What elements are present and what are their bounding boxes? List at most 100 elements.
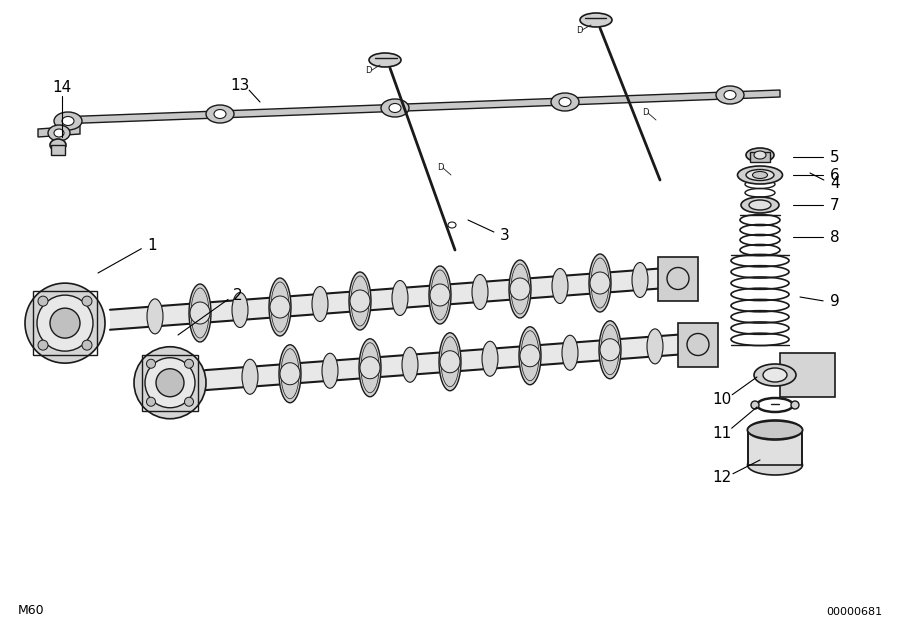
Ellipse shape [551, 93, 579, 111]
Ellipse shape [590, 272, 610, 294]
Text: 6: 6 [830, 168, 840, 182]
Ellipse shape [746, 148, 774, 162]
Text: D: D [437, 163, 444, 172]
Ellipse shape [62, 116, 74, 126]
Ellipse shape [580, 13, 612, 27]
Ellipse shape [214, 109, 226, 119]
Text: 13: 13 [230, 77, 249, 93]
Text: D: D [576, 26, 582, 35]
Ellipse shape [232, 293, 248, 328]
Ellipse shape [749, 200, 771, 210]
Text: 4: 4 [830, 175, 840, 190]
Ellipse shape [402, 347, 418, 382]
Ellipse shape [748, 421, 803, 439]
Ellipse shape [737, 166, 782, 184]
Ellipse shape [54, 129, 64, 137]
Circle shape [184, 398, 194, 406]
Ellipse shape [145, 358, 195, 408]
Ellipse shape [559, 98, 571, 107]
Bar [771, 403, 779, 407]
Text: 8: 8 [830, 229, 840, 244]
Ellipse shape [369, 53, 401, 67]
Polygon shape [38, 126, 80, 137]
Ellipse shape [763, 368, 787, 382]
Ellipse shape [632, 262, 648, 298]
Polygon shape [205, 333, 700, 390]
Text: 12: 12 [713, 469, 732, 485]
Ellipse shape [687, 333, 709, 356]
Text: D: D [642, 108, 649, 117]
Ellipse shape [599, 321, 621, 378]
Text: 2: 2 [233, 288, 243, 302]
Bar [780, 353, 835, 397]
Ellipse shape [48, 125, 70, 141]
Ellipse shape [389, 104, 401, 112]
Bar [51, 145, 65, 155]
Ellipse shape [279, 345, 301, 403]
Text: 1: 1 [148, 237, 157, 253]
Ellipse shape [37, 295, 93, 351]
Text: 14: 14 [52, 81, 72, 95]
Ellipse shape [54, 112, 82, 130]
Ellipse shape [472, 274, 488, 309]
Ellipse shape [519, 327, 541, 385]
Text: 5: 5 [830, 149, 840, 164]
Ellipse shape [359, 338, 381, 397]
Text: M60: M60 [18, 604, 45, 617]
Ellipse shape [748, 455, 803, 475]
Polygon shape [110, 267, 680, 330]
Ellipse shape [482, 341, 498, 377]
Ellipse shape [751, 401, 759, 409]
Ellipse shape [392, 281, 408, 316]
Ellipse shape [754, 151, 766, 159]
Ellipse shape [724, 91, 736, 100]
Ellipse shape [312, 286, 328, 321]
Ellipse shape [510, 278, 530, 300]
Ellipse shape [509, 260, 531, 318]
Ellipse shape [190, 302, 210, 324]
Ellipse shape [552, 269, 568, 304]
Circle shape [147, 398, 156, 406]
Text: 11: 11 [713, 425, 732, 441]
Ellipse shape [562, 335, 578, 370]
Text: D: D [365, 66, 372, 75]
Ellipse shape [322, 353, 338, 388]
Ellipse shape [600, 338, 620, 361]
Ellipse shape [791, 401, 799, 409]
Ellipse shape [381, 99, 409, 117]
Ellipse shape [269, 278, 291, 336]
Ellipse shape [752, 171, 768, 178]
Ellipse shape [50, 308, 80, 338]
Ellipse shape [280, 363, 300, 385]
Ellipse shape [439, 333, 461, 391]
Ellipse shape [741, 197, 779, 213]
Ellipse shape [716, 86, 744, 104]
Ellipse shape [50, 139, 66, 151]
Circle shape [147, 359, 156, 368]
Bar [33, 291, 97, 355]
Text: 7: 7 [830, 197, 840, 213]
Circle shape [82, 340, 92, 350]
Circle shape [82, 296, 92, 306]
Bar [748, 430, 802, 465]
Ellipse shape [440, 351, 460, 373]
Text: 3: 3 [500, 227, 510, 243]
Text: 00000681: 00000681 [826, 607, 882, 617]
Ellipse shape [350, 290, 370, 312]
Ellipse shape [189, 284, 211, 342]
Text: 10: 10 [713, 392, 732, 406]
Ellipse shape [754, 364, 796, 386]
Ellipse shape [242, 359, 258, 394]
Ellipse shape [430, 284, 450, 306]
Polygon shape [58, 90, 780, 124]
Circle shape [184, 359, 194, 368]
Ellipse shape [429, 266, 451, 324]
Ellipse shape [349, 272, 371, 330]
Ellipse shape [647, 329, 663, 364]
Ellipse shape [589, 254, 611, 312]
Ellipse shape [134, 347, 206, 418]
Bar [750, 152, 770, 162]
Ellipse shape [360, 357, 380, 378]
Bar [658, 257, 698, 300]
Ellipse shape [206, 105, 234, 123]
